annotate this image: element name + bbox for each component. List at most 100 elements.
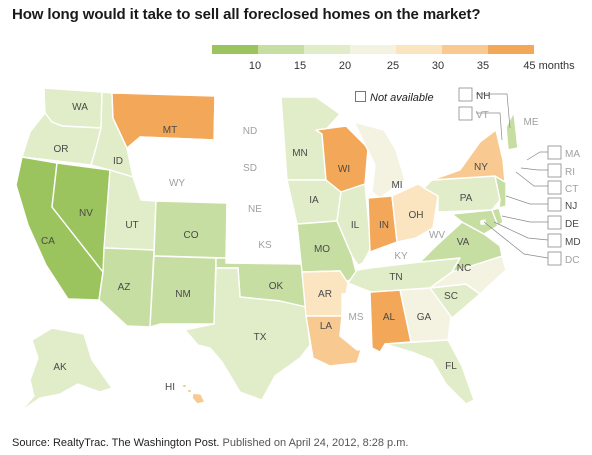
callout-MD[interactable]: [547, 233, 562, 248]
state-label-NV: NV: [79, 208, 93, 219]
state-RI[interactable]: [515, 162, 523, 175]
state-label-NM: NM: [175, 289, 191, 300]
legend-tick: 10: [248, 60, 262, 72]
chart-title: How long would it take to sell all forec…: [12, 6, 481, 23]
state-ME[interactable]: [513, 89, 549, 149]
state-label-AL: AL: [383, 312, 396, 323]
state-label-WV: WV: [429, 230, 445, 241]
callout-line: [526, 151, 548, 161]
legend-swatch-2: [258, 45, 304, 54]
state-CT[interactable]: [503, 163, 517, 179]
state-IL[interactable]: [336, 183, 372, 269]
state-TX[interactable]: [184, 267, 311, 401]
legend-swatch-1: [212, 45, 258, 54]
callout-line: [515, 171, 548, 187]
state-label-OH: OH: [409, 210, 424, 221]
state-DE[interactable]: [491, 207, 504, 227]
state-HI[interactable]: [181, 383, 206, 405]
callout-line: [483, 221, 549, 259]
legend-swatch-4: [350, 45, 396, 54]
state-label-ND: ND: [243, 126, 257, 137]
callout-DE[interactable]: [547, 215, 562, 230]
state-label-OR: OR: [54, 144, 69, 155]
state-ND[interactable]: [213, 95, 286, 147]
callout-label-DC: DC: [565, 255, 579, 266]
state-label-AR: AR: [318, 289, 332, 300]
state-label-AZ: AZ: [118, 282, 131, 293]
state-FL[interactable]: [384, 339, 475, 405]
state-label-KY: KY: [394, 251, 408, 262]
state-label-KS: KS: [258, 240, 272, 251]
legend-tick: 45 months: [523, 60, 575, 72]
source-text: Source: RealtyTrac. The Washington Post.: [12, 437, 220, 449]
callout-line: [493, 221, 549, 241]
state-AK[interactable]: [19, 327, 113, 413]
state-label-NY: NY: [474, 162, 488, 173]
state-label-NC: NC: [457, 263, 471, 274]
source-note: Source: RealtyTrac. The Washington Post.…: [12, 437, 408, 449]
state-GA[interactable]: [399, 287, 453, 343]
state-MD[interactable]: [451, 209, 499, 235]
not-available-legend: Not available: [355, 91, 434, 104]
state-label-WY: WY: [169, 178, 185, 189]
state-label-MS: MS: [349, 312, 364, 323]
state-label-IA: IA: [309, 195, 319, 206]
state-label-FL: FL: [445, 361, 457, 372]
state-label-WA: WA: [72, 102, 88, 113]
published-date: Published on April 24, 2012, 8:28 p.m.: [222, 437, 409, 449]
state-WY[interactable]: [139, 136, 215, 203]
state-MI[interactable]: [353, 121, 406, 199]
state-label-MN: MN: [292, 148, 308, 159]
not-available-swatch: [355, 91, 366, 102]
state-label-ME: ME: [524, 117, 539, 128]
legend-tick: 15: [293, 60, 307, 72]
state-label-TN: TN: [389, 272, 402, 283]
callout-label-DE: DE: [565, 219, 579, 230]
state-label-IN: IN: [379, 220, 389, 231]
state-label-ID: ID: [113, 156, 123, 167]
state-label-VA: VA: [457, 237, 470, 248]
callout-label-RI: RI: [565, 167, 575, 178]
state-label-UT: UT: [125, 220, 138, 231]
state-label-IL: IL: [351, 220, 360, 231]
callout-NJ[interactable]: [547, 197, 562, 212]
callout-label-CT: CT: [565, 184, 578, 195]
state-NM[interactable]: [149, 255, 217, 328]
state-label-AK: AK: [53, 362, 67, 373]
legend-tick: 25: [386, 60, 400, 72]
callout-RI[interactable]: [547, 163, 562, 178]
state-label-SC: SC: [444, 291, 458, 302]
callout-NH[interactable]: [458, 87, 473, 102]
legend-swatch-6: [442, 45, 488, 54]
not-available-label: Not available: [370, 92, 434, 104]
state-label-GA: GA: [417, 312, 432, 323]
legend-tick: 20: [338, 60, 352, 72]
state-label-CO: CO: [184, 230, 199, 241]
callout-label-MD: MD: [565, 237, 581, 248]
callout-label-VT: VT: [476, 110, 489, 121]
callout-line: [476, 112, 503, 141]
legend-swatch-7: [488, 45, 534, 54]
callout-line: [501, 215, 548, 223]
callout-line: [520, 167, 548, 171]
state-label-CA: CA: [41, 236, 55, 247]
legend-swatch-5: [396, 45, 442, 54]
callout-CT[interactable]: [547, 180, 562, 195]
state-label-TX: TX: [254, 332, 267, 343]
callout-DC[interactable]: [547, 251, 562, 266]
state-label-NE: NE: [248, 204, 262, 215]
callout-line: [476, 93, 511, 129]
state-label-MO: MO: [314, 244, 330, 255]
state-label-OK: OK: [269, 281, 284, 292]
callout-label-NJ: NJ: [565, 201, 577, 212]
callout-label-MA: MA: [565, 149, 580, 160]
callout-VT[interactable]: [458, 106, 473, 121]
state-DC[interactable]: [480, 219, 486, 225]
state-NY[interactable]: [431, 129, 506, 183]
callout-MA[interactable]: [547, 145, 562, 160]
state-label-HI: HI: [165, 382, 175, 393]
legend-swatch-3: [304, 45, 350, 54]
state-label-WI: WI: [338, 164, 350, 175]
callout-label-NH: NH: [476, 91, 490, 102]
